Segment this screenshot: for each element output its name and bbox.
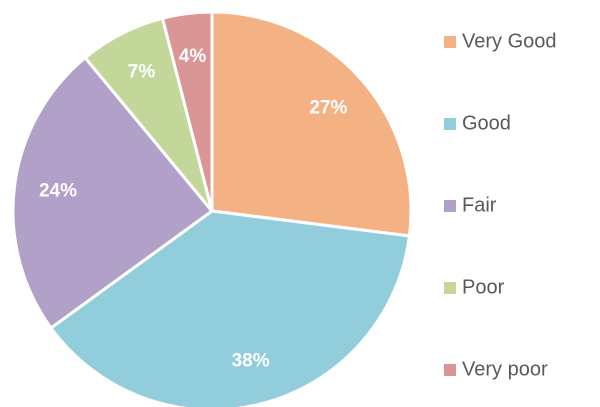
data-label: 4% <box>179 46 207 67</box>
legend-swatch <box>444 282 456 294</box>
legend-label: Good <box>462 112 511 134</box>
legend-swatch <box>444 118 456 130</box>
legend-label: Very Good <box>462 30 557 52</box>
pie-slice <box>11 55 215 331</box>
legend-label: Poor <box>462 276 505 298</box>
data-label: 7% <box>128 62 156 83</box>
data-label: 24% <box>39 181 77 202</box>
legend-swatch <box>444 200 456 212</box>
data-label: 38% <box>232 350 270 371</box>
legend-label: Very poor <box>462 358 548 380</box>
pie-slice <box>210 10 413 238</box>
pie-slice <box>160 10 214 212</box>
legend-label: Fair <box>462 194 497 216</box>
pie-slice <box>48 209 412 407</box>
data-label: 27% <box>309 97 347 118</box>
legend-swatch <box>444 36 456 48</box>
legend-swatch <box>444 364 456 376</box>
